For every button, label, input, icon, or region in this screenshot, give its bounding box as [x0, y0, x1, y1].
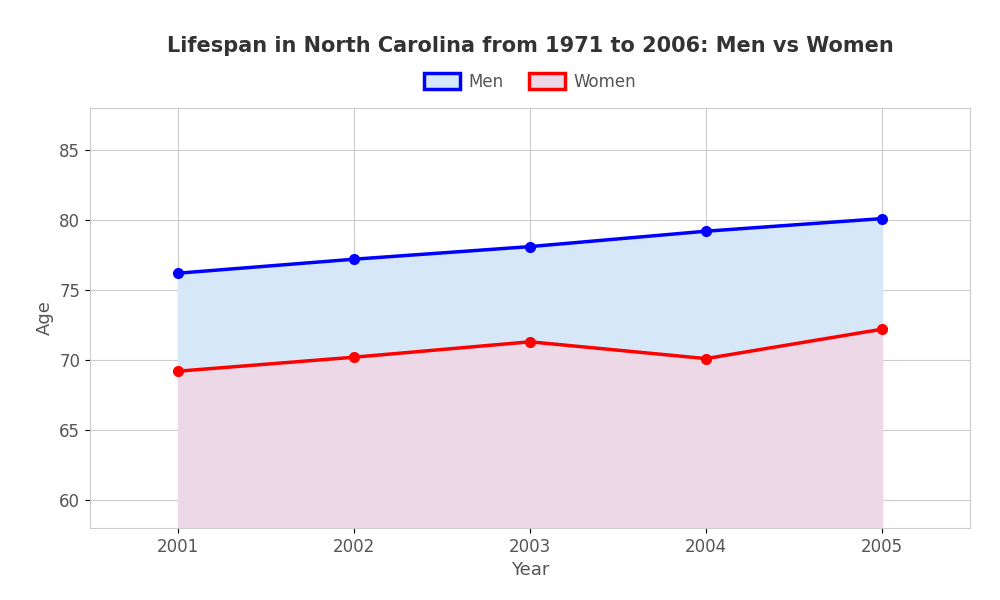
Title: Lifespan in North Carolina from 1971 to 2006: Men vs Women: Lifespan in North Carolina from 1971 to … [167, 37, 893, 56]
X-axis label: Year: Year [511, 561, 549, 579]
Legend: Men, Women: Men, Women [417, 66, 643, 97]
Y-axis label: Age: Age [36, 301, 54, 335]
